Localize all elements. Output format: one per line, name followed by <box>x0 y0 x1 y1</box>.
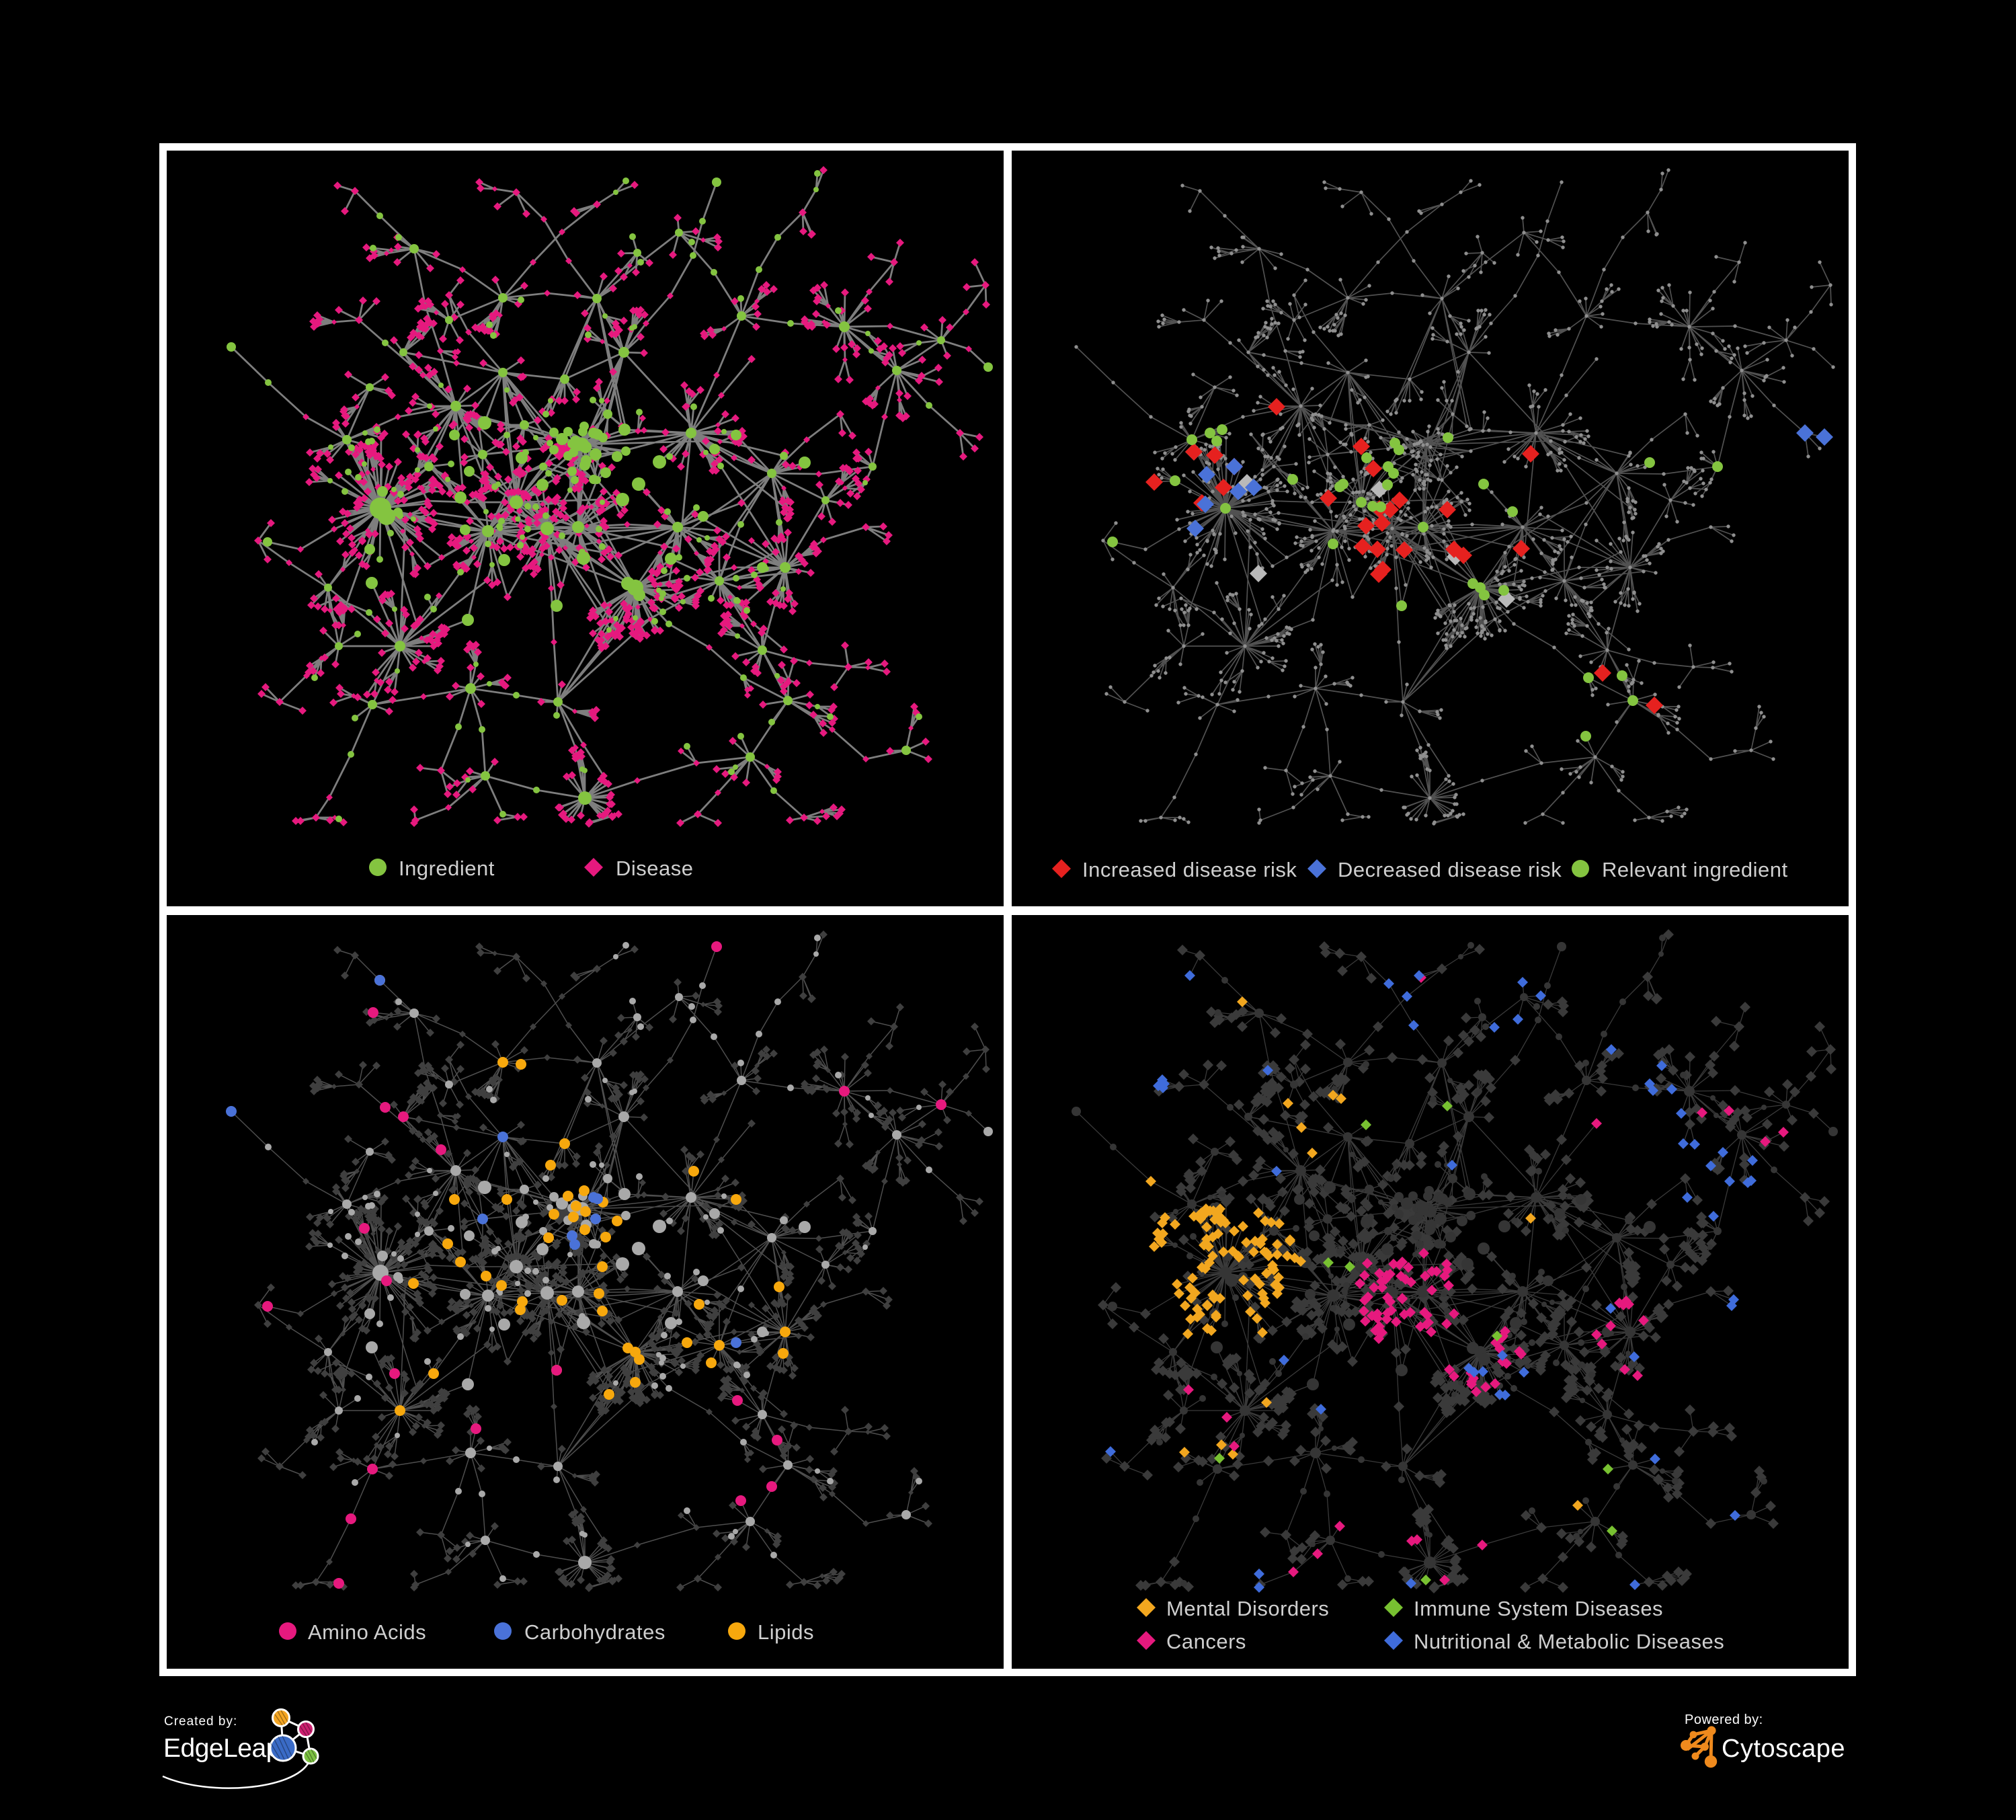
svg-text:Decreased disease risk: Decreased disease risk <box>1338 858 1562 881</box>
svg-text:Cytoscape: Cytoscape <box>1722 1735 1845 1763</box>
svg-text:Powered by:: Powered by: <box>1685 1712 1763 1727</box>
svg-text:Disease: Disease <box>616 857 694 880</box>
svg-text:Mental Disorders: Mental Disorders <box>1166 1597 1329 1620</box>
svg-text:Cancers: Cancers <box>1166 1630 1246 1653</box>
svg-text:Ingredient: Ingredient <box>399 857 495 880</box>
svg-text:Created by:: Created by: <box>164 1714 237 1729</box>
svg-text:Carbohydrates: Carbohydrates <box>524 1620 666 1644</box>
svg-text:Immune System Diseases: Immune System Diseases <box>1414 1597 1663 1620</box>
svg-text:Lipids: Lipids <box>758 1620 814 1644</box>
svg-text:Relevant ingredient: Relevant ingredient <box>1602 858 1788 881</box>
svg-text:Increased disease risk: Increased disease risk <box>1082 858 1297 881</box>
svg-text:Nutritional & Metabolic Diseas: Nutritional & Metabolic Diseases <box>1414 1630 1724 1653</box>
svg-text:EdgeLeap: EdgeLeap <box>163 1734 280 1763</box>
svg-text:Amino Acids: Amino Acids <box>308 1620 426 1644</box>
